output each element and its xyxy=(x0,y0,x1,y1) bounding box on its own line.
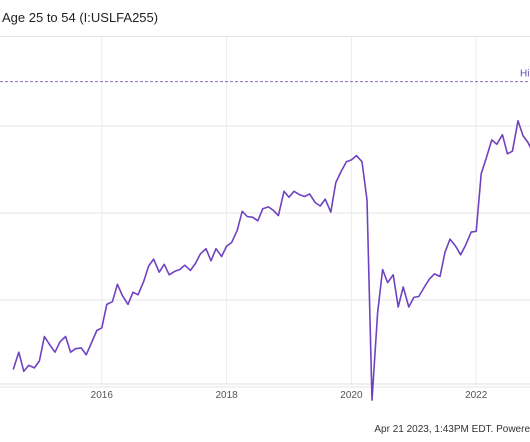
x-tick-label: 2018 xyxy=(215,390,238,401)
series-line xyxy=(12,120,530,401)
line-chart: 2016 2018 2020 2022 Hi xyxy=(0,36,530,401)
chart-title: Age 25 to 54 (I:USLFA255) xyxy=(2,10,159,25)
footer-timestamp: Apr 21 2023, 1:43PM EDT. Powere xyxy=(374,424,530,435)
x-tick-label: 2016 xyxy=(91,390,114,401)
x-tick-label: 2020 xyxy=(340,390,363,401)
chart-title-bar: Age 25 to 54 (I:USLFA255) xyxy=(0,0,530,37)
x-tick-label: 2022 xyxy=(465,390,488,401)
high-reference-label: Hi xyxy=(520,69,529,80)
